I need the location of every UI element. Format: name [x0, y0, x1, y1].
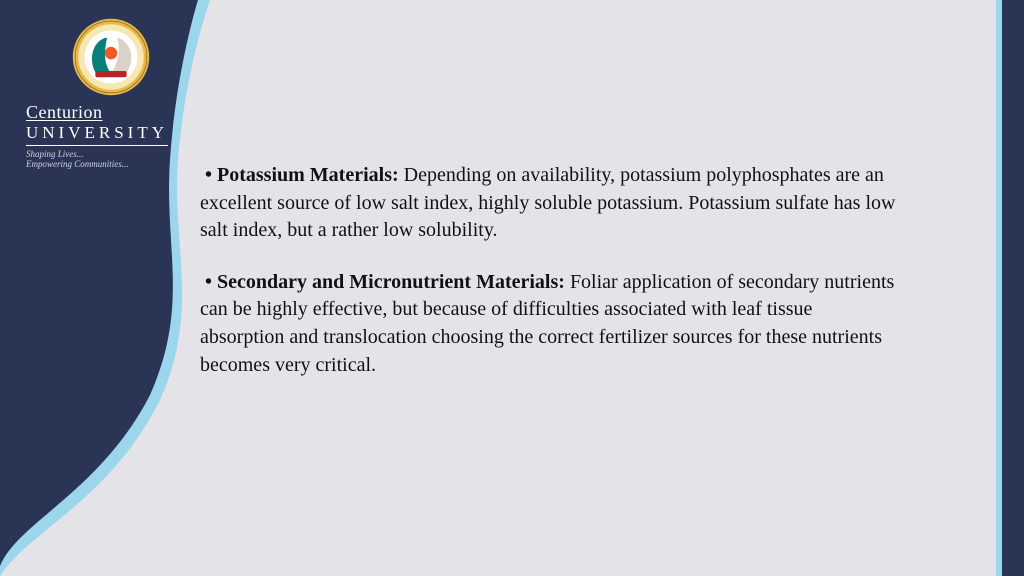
branding-block: Centurion UNIVERSITY Shaping Lives... Em…	[26, 18, 196, 169]
bullet-heading: Potassium Materials:	[217, 164, 404, 186]
bullet-item: • Secondary and Micronutrient Materials:…	[200, 269, 900, 379]
slide: Centurion UNIVERSITY Shaping Lives... Em…	[0, 0, 1024, 576]
bullet-heading: Secondary and Micronutrient Materials:	[217, 271, 570, 293]
bullet-item: • Potassium Materials: Depending on avai…	[200, 162, 900, 245]
right-dark-strip	[1002, 0, 1024, 576]
university-name-line1: Centurion	[26, 102, 196, 123]
bullet-glyph: •	[205, 271, 212, 293]
tagline-2: Empowering Communities...	[26, 159, 196, 169]
bullet-glyph: •	[205, 164, 212, 186]
slide-content: • Potassium Materials: Depending on avai…	[200, 162, 900, 403]
right-accent-strip	[996, 0, 1002, 576]
university-logo-icon	[72, 18, 150, 96]
tagline-1: Shaping Lives...	[26, 149, 196, 159]
university-name-line2: UNIVERSITY	[26, 123, 168, 146]
